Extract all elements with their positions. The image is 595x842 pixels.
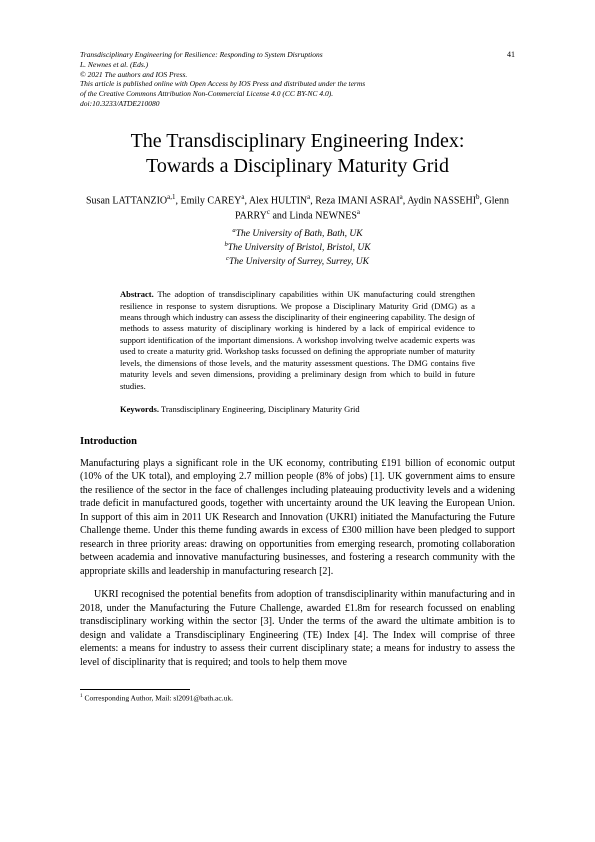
title-line-2: Towards a Disciplinary Maturity Grid xyxy=(146,155,449,177)
header-line-1: Transdisciplinary Engineering for Resili… xyxy=(80,50,515,60)
keywords: Keywords. Transdisciplinary Engineering,… xyxy=(120,404,475,415)
page-container: 41 Transdisciplinary Engineering for Res… xyxy=(0,0,595,744)
header-line-3: © 2021 The authors and IOS Press. xyxy=(80,70,515,80)
keywords-text: Transdisciplinary Engineering, Disciplin… xyxy=(161,404,360,414)
running-header: 41 Transdisciplinary Engineering for Res… xyxy=(80,50,515,109)
footnote-marker: 1 xyxy=(80,693,83,699)
title-line-1: The Transdisciplinary Engineering Index: xyxy=(131,130,465,152)
footnote: 1 Corresponding Author, Mail: sl2091@bat… xyxy=(80,693,515,703)
footnote-text: Corresponding Author, Mail: sl2091@bath.… xyxy=(85,694,233,703)
keywords-label: Keywords. xyxy=(120,404,159,414)
affiliation-a: The University of Bath, Bath, UK xyxy=(236,229,363,239)
abstract-label: Abstract. xyxy=(120,289,154,299)
abstract: Abstract. The adoption of transdisciplin… xyxy=(120,289,475,392)
paper-title: The Transdisciplinary Engineering Index:… xyxy=(80,129,515,179)
affiliation-b: The University of Bristol, Bristol, UK xyxy=(228,243,371,253)
section-heading-introduction: Introduction xyxy=(80,436,515,447)
affiliations: aThe University of Bath, Bath, UK bThe U… xyxy=(80,227,515,269)
header-line-5: of the Creative Commons Attribution Non-… xyxy=(80,89,515,99)
page-number: 41 xyxy=(507,50,515,60)
header-line-2: L. Newnes et al. (Eds.) xyxy=(80,60,515,70)
authors-list: Susan LATTANZIOa,1, Emily CAREYa, Alex H… xyxy=(80,193,515,224)
header-line-6: doi:10.3233/ATDE210080 xyxy=(80,99,515,109)
body-paragraph-2: UKRI recognised the potential benefits f… xyxy=(80,588,515,669)
affiliation-c: The University of Surrey, Surrey, UK xyxy=(229,257,369,267)
abstract-text: The adoption of transdisciplinary capabi… xyxy=(120,289,475,391)
footnote-rule xyxy=(80,689,190,690)
body-paragraph-1: Manufacturing plays a significant role i… xyxy=(80,457,515,579)
header-line-4: This article is published online with Op… xyxy=(80,79,515,89)
